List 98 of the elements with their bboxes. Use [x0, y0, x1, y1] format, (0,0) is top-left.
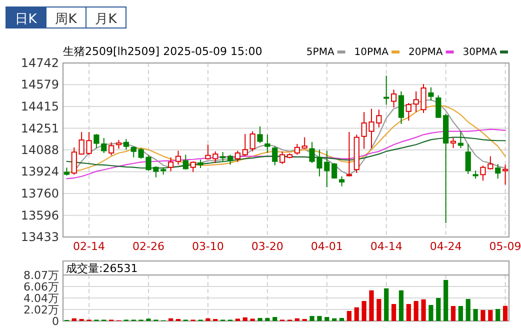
- bar: [272, 317, 278, 321]
- bar: [346, 310, 352, 321]
- x-tick-label: 02-14: [73, 240, 105, 253]
- bar: [444, 280, 448, 321]
- candlestick: [458, 130, 464, 149]
- bar: [488, 310, 493, 321]
- legend-label: 30PMA: [462, 47, 498, 58]
- candlestick: [436, 94, 442, 118]
- legend-label: 20PMA: [408, 47, 443, 58]
- y-tick-label: 14251: [20, 121, 59, 136]
- candlestick: [495, 164, 501, 180]
- y-tick-label: 2.02万: [24, 303, 59, 316]
- candlestick: [182, 154, 188, 170]
- bar: [480, 310, 486, 321]
- x-tick-label: 04-01: [310, 240, 343, 253]
- y-tick-label: 13433: [20, 230, 59, 244]
- bar: [466, 299, 470, 321]
- bar: [317, 316, 322, 321]
- candlestick: [123, 138, 129, 150]
- candlestick: [250, 130, 256, 152]
- y-tick-label: 6.06万: [24, 280, 59, 294]
- bar: [398, 290, 404, 321]
- y-tick-label: 14088: [20, 142, 59, 157]
- text: 月K: [95, 12, 118, 27]
- candlestick: [428, 86, 434, 102]
- candlestick: [279, 150, 286, 165]
- bar: [339, 318, 344, 321]
- bar: [428, 304, 434, 321]
- x-tick-label: 04-14: [370, 240, 402, 253]
- x-tick-label: 04-24: [430, 240, 462, 253]
- text: 周K: [55, 12, 78, 27]
- x-tick-label: 05-09: [489, 240, 521, 253]
- candlestick: [272, 146, 278, 166]
- candlestick: [346, 131, 352, 177]
- chart-title: 成交量:26531: [66, 262, 138, 275]
- y-tick-label: 14415: [20, 99, 59, 114]
- bar: [450, 306, 456, 321]
- bar: [362, 300, 366, 321]
- bar: [406, 304, 411, 321]
- bar: [436, 298, 441, 321]
- candlestick: [450, 137, 456, 149]
- bar: [458, 306, 463, 321]
- y-tick-label: 4.04万: [24, 292, 59, 305]
- bar: [168, 318, 174, 321]
- candlestick: [384, 75, 390, 106]
- line-series: [66, 128, 506, 180]
- candlestick: [71, 146, 77, 176]
- candlestick: [190, 160, 196, 172]
- text: 日K: [15, 12, 38, 27]
- x-tick-label: 03-10: [192, 240, 224, 253]
- bar: [502, 306, 508, 321]
- bar: [391, 304, 396, 321]
- candlestick: [264, 134, 270, 154]
- bar: [72, 318, 76, 321]
- x-tick-label: 02-26: [132, 240, 164, 253]
- bar: [354, 307, 359, 321]
- candlestick: [332, 162, 338, 180]
- bar: [369, 290, 374, 321]
- bar: [206, 318, 210, 321]
- candlestick: [220, 152, 226, 163]
- legend-label: 10PMA: [354, 47, 389, 58]
- candlestick: [502, 164, 508, 186]
- bar: [421, 299, 426, 321]
- bar: [332, 318, 337, 321]
- y-tick-label: 13596: [20, 208, 59, 222]
- candlestick: [406, 102, 412, 122]
- candlestick: [398, 90, 404, 125]
- bar: [310, 316, 314, 321]
- candlestick: [234, 150, 240, 163]
- bar: [414, 300, 418, 321]
- y-tick-label: 8.07万: [24, 269, 59, 282]
- bar: [496, 308, 500, 321]
- bar: [294, 318, 300, 321]
- y-tick-label: 13760: [20, 186, 59, 201]
- candlestick: [175, 150, 182, 166]
- candlestick: [227, 154, 234, 166]
- y-tick-label: 0: [52, 315, 59, 328]
- y-tick-label: 14579: [20, 78, 59, 92]
- candlestick: [108, 142, 114, 156]
- bar: [242, 317, 248, 321]
- bar: [473, 308, 478, 321]
- bar: [324, 317, 330, 321]
- legend-label: 5PMA: [306, 47, 334, 58]
- y-tick-label: 13924: [20, 164, 59, 179]
- candlestick: [257, 126, 263, 144]
- candlestick: [242, 133, 248, 157]
- candlestick: [168, 156, 174, 172]
- chart-title: 生猪2509[lh2509] 2025-05-09 15:00: [63, 45, 262, 58]
- y-tick-label: 14742: [20, 56, 59, 70]
- candlestick: [390, 89, 397, 108]
- candlestick: [465, 143, 471, 174]
- bar: [258, 318, 262, 321]
- bar: [384, 288, 389, 321]
- bar: [265, 318, 270, 321]
- candlestick: [294, 143, 300, 156]
- x-tick-label: 03-20: [251, 240, 284, 253]
- bar: [376, 299, 382, 321]
- candlestick: [338, 176, 345, 187]
